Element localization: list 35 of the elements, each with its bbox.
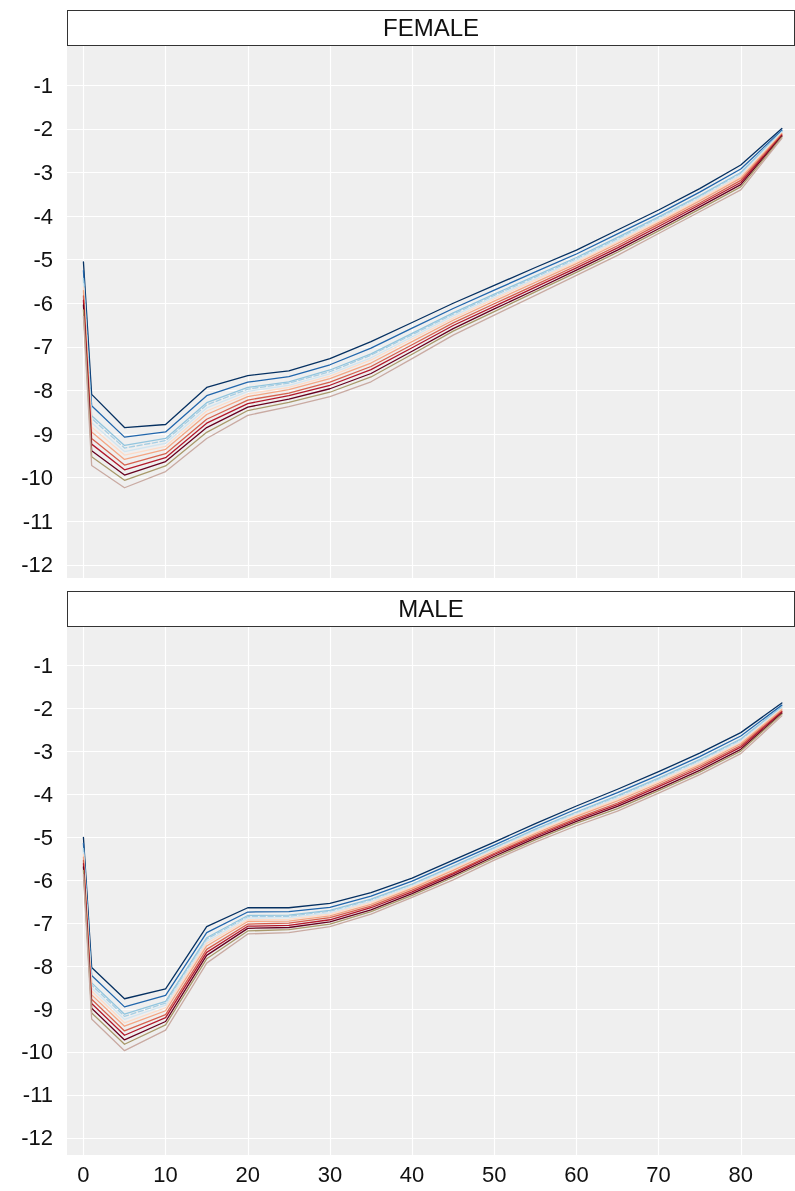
y-tick-label: -10: [21, 465, 53, 491]
y-tick-label: -11: [22, 508, 53, 534]
y-tick-label: -1: [33, 72, 53, 98]
y-tick-label: -5: [33, 824, 53, 850]
y-tick-label: -8: [33, 953, 53, 979]
x-tick-label: 0: [77, 1161, 90, 1187]
y-tick-label: -3: [33, 738, 53, 764]
x-tick-label: 30: [317, 1161, 343, 1187]
x-tick-label: 20: [235, 1161, 261, 1187]
y-tick-label: -4: [33, 203, 53, 229]
x-tick-label: 10: [153, 1161, 178, 1187]
x-tick-label: 80: [728, 1161, 754, 1187]
y-tick-label: -9: [33, 421, 53, 447]
y-tick-label: -7: [33, 910, 53, 936]
x-tick-label: 60: [564, 1161, 589, 1187]
y-tick-label: -4: [33, 781, 53, 807]
y-tick-label: -3: [33, 159, 53, 185]
y-tick-label: -8: [33, 377, 53, 403]
y-tick-label: -12: [21, 1125, 53, 1151]
y-tick-label: -6: [33, 290, 53, 316]
chart-title: MALE: [67, 591, 795, 627]
y-tick-label: -2: [33, 696, 53, 722]
y-tick-label: -11: [22, 1082, 53, 1108]
y-tick-label: -10: [21, 1039, 53, 1065]
y-tick-label: -1: [33, 653, 53, 679]
y-tick-label: -5: [33, 247, 53, 273]
x-tick-label: 50: [482, 1161, 507, 1187]
y-tick-label: -6: [33, 867, 53, 893]
y-tick-label: -12: [21, 552, 53, 578]
x-tick-label: 70: [646, 1161, 671, 1187]
y-tick-label: -2: [33, 116, 53, 142]
y-tick-label: -9: [33, 996, 53, 1022]
y-tick-label: -7: [33, 334, 53, 360]
x-tick-label: 40: [399, 1161, 425, 1187]
chart-title: FEMALE: [67, 10, 795, 46]
